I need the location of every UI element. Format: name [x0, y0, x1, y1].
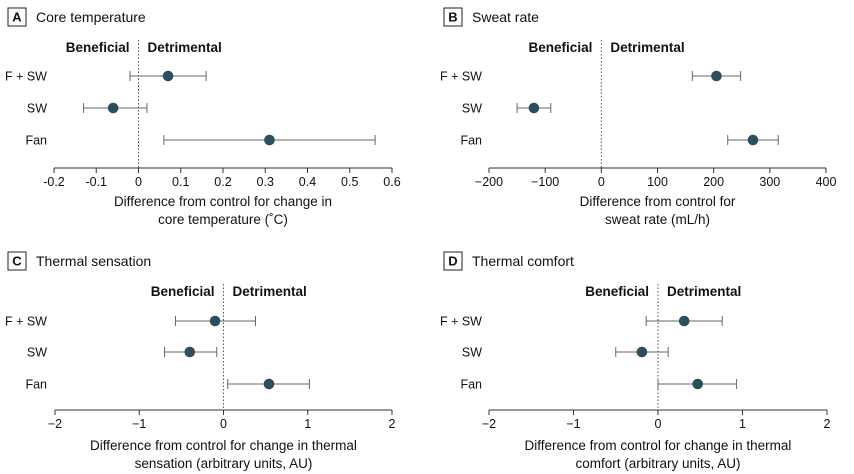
- category-label: F + SW: [5, 315, 47, 329]
- x-tick-label: 0: [220, 417, 227, 431]
- panel-letter: A: [12, 10, 22, 25]
- detrimental-label: Detrimental: [148, 40, 222, 55]
- point-estimate: [678, 315, 690, 327]
- x-tick-label: 0: [655, 417, 662, 431]
- detrimental-label: Detrimental: [610, 40, 684, 55]
- panel-d: D Thermal comfort Beneficial Detrimental −2 −…: [440, 251, 831, 471]
- x-axis-label: comfort (arbitrary units, AU): [575, 456, 740, 471]
- x-tick-label: 0: [135, 175, 142, 189]
- x-tick-label: −2: [482, 417, 496, 431]
- x-tick-label: 0.4: [299, 175, 316, 189]
- category-label: Fan: [460, 134, 482, 148]
- panel-title: Thermal comfort: [472, 253, 574, 269]
- x-tick-label: 1: [304, 417, 311, 431]
- x-tick-label: −2: [48, 417, 62, 431]
- panel-title: Thermal sensation: [36, 253, 151, 269]
- category-label: Fan: [460, 378, 482, 392]
- x-tick-label: 2: [824, 417, 831, 431]
- point-estimate: [711, 70, 722, 82]
- panel-letter: B: [448, 10, 457, 25]
- panel-letter-box: [443, 251, 463, 271]
- x-tick-label: 1: [739, 417, 746, 431]
- x-axis-label: sensation (arbitrary units, AU): [135, 456, 313, 471]
- panel-letter-box: [7, 251, 27, 271]
- panel-b: B Sweat rate Beneficial Detrimental −200 −100…: [440, 7, 837, 227]
- x-tick-label: −1: [132, 417, 146, 431]
- point-estimate: [107, 102, 119, 114]
- category-label: F + SW: [440, 315, 482, 329]
- panel-a: A Core temperature Beneficial Detrimental -0…: [5, 7, 401, 227]
- panel-letter-box: [443, 7, 463, 27]
- x-tick-label: 0.5: [341, 175, 358, 189]
- x-tick-label: 0.3: [257, 175, 274, 189]
- x-axis-label: Difference from control for change in: [114, 194, 332, 209]
- point-estimate: [636, 346, 648, 358]
- x-tick-label: 0.1: [172, 175, 189, 189]
- category-label: F + SW: [5, 70, 47, 84]
- x-tick-label: 0.2: [214, 175, 231, 189]
- x-axis-label: Difference from control for: [580, 194, 736, 209]
- x-tick-label: 0.6: [383, 175, 400, 189]
- beneficial-label: Beneficial: [66, 40, 130, 55]
- detrimental-label: Detrimental: [667, 284, 741, 299]
- x-tick-label: 100: [647, 175, 668, 189]
- x-axis-label: Difference from control for change in th…: [525, 438, 792, 453]
- panel-letter: D: [448, 254, 457, 269]
- category-label: SW: [462, 102, 482, 116]
- point-estimate: [528, 102, 540, 114]
- x-tick-label: 300: [759, 175, 780, 189]
- category-label: SW: [462, 346, 482, 360]
- x-tick-label: 0: [598, 175, 605, 189]
- x-axis-label: core temperature (˚C): [158, 212, 288, 227]
- x-tick-label: 400: [816, 175, 837, 189]
- point-estimate: [162, 70, 174, 82]
- beneficial-label: Beneficial: [151, 284, 215, 299]
- point-estimate: [209, 315, 221, 327]
- x-tick-label: −100: [531, 175, 559, 189]
- beneficial-label: Beneficial: [585, 284, 649, 299]
- category-label: SW: [27, 346, 47, 360]
- x-tick-label: −200: [475, 175, 503, 189]
- point-estimate: [184, 346, 196, 358]
- panel-letter-box: [7, 7, 27, 27]
- category-label: SW: [27, 102, 47, 116]
- x-tick-label: −1: [566, 417, 580, 431]
- panel-title: Core temperature: [36, 9, 146, 25]
- point-estimate: [264, 134, 275, 146]
- detrimental-label: Detrimental: [233, 284, 307, 299]
- point-estimate: [692, 378, 704, 390]
- panel-letter: C: [12, 254, 22, 269]
- point-estimate: [747, 134, 759, 146]
- category-label: Fan: [25, 134, 47, 148]
- x-axis-label: sweat rate (mL/h): [605, 212, 710, 227]
- point-estimate: [263, 378, 275, 390]
- x-tick-label: 200: [703, 175, 724, 189]
- x-tick-label: -0.2: [43, 175, 65, 189]
- x-axis-label: Difference from control for change in th…: [90, 438, 357, 453]
- beneficial-label: Beneficial: [529, 40, 593, 55]
- category-label: Fan: [25, 378, 47, 392]
- x-tick-label: -0.1: [85, 175, 107, 189]
- panel-title: Sweat rate: [472, 9, 539, 25]
- x-tick-label: 2: [389, 417, 396, 431]
- category-label: F + SW: [440, 70, 482, 84]
